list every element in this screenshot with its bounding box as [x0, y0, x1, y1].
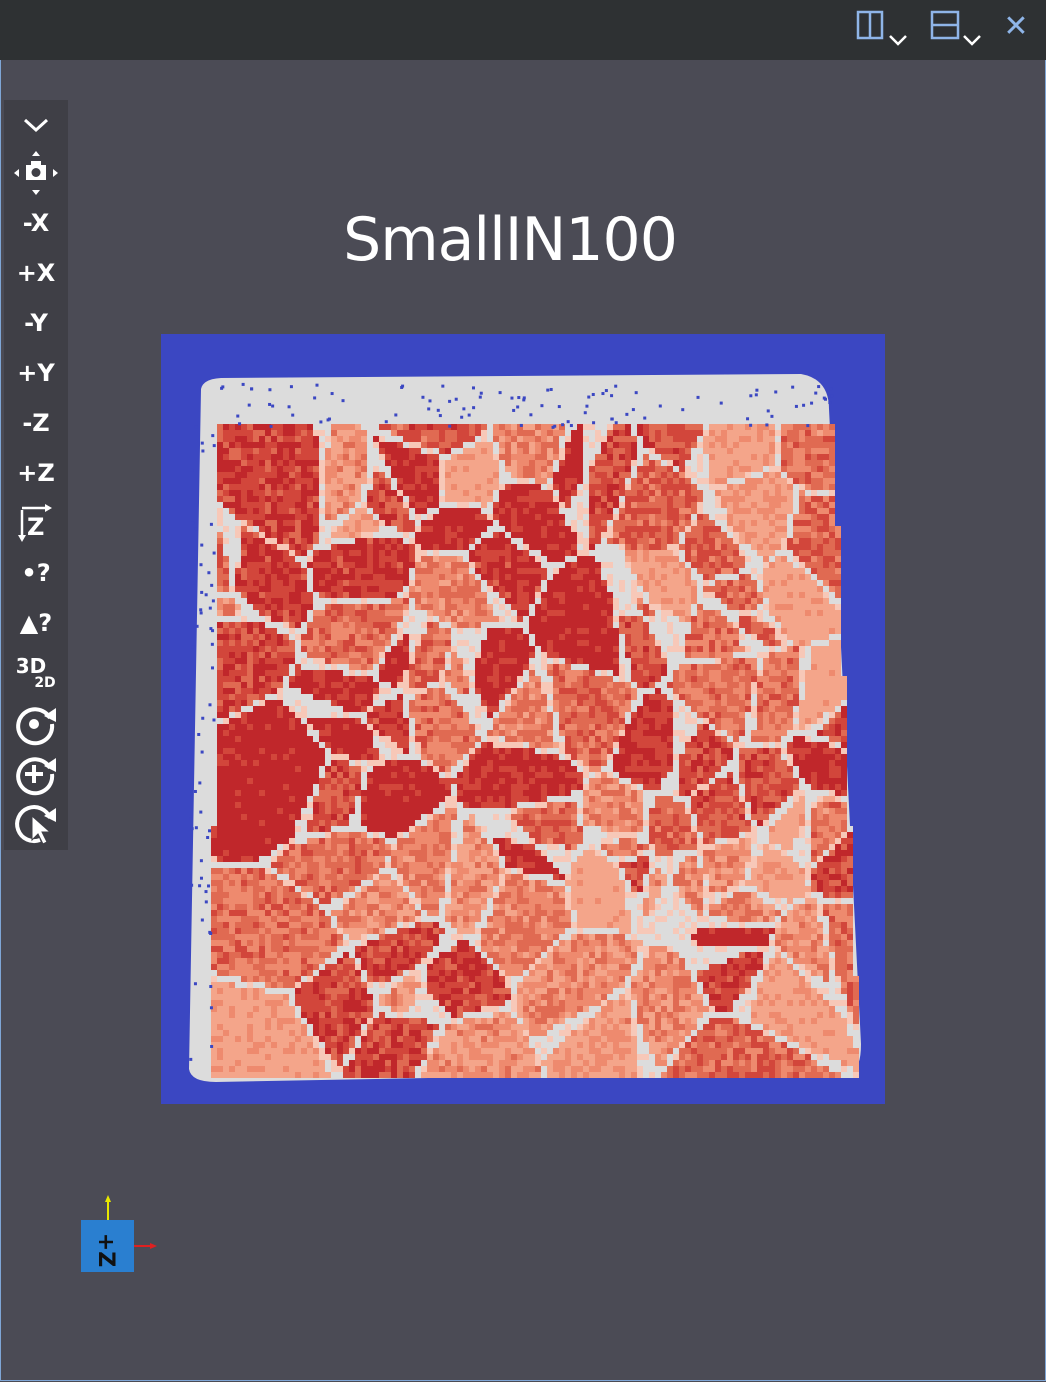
orientation-axes: +Z [76, 1192, 166, 1282]
camera-icon [14, 151, 58, 195]
close-icon: ✕ [1003, 9, 1029, 44]
svg-text:Z: Z [27, 513, 44, 541]
interactive-select-icon [15, 805, 56, 845]
reset-camera-button[interactable] [4, 700, 68, 746]
cell-info-icon: ▲? [19, 609, 53, 637]
cell-info-button[interactable]: ▲? [4, 600, 68, 646]
toggle-3d-2d-button[interactable]: 3D 2D [15, 654, 56, 691]
camera-toolbar: -X +X -Y +Y -Z +Z Z •? ▲? 3D 2D [4, 100, 68, 850]
render-viewport[interactable] [161, 334, 885, 1104]
reset-camera-icon [16, 707, 56, 746]
camera-adjust-button[interactable] [4, 150, 68, 196]
view-title: SmallIN100 [343, 205, 678, 275]
split-horizontal-icon [856, 10, 907, 46]
view-plus-x-button[interactable]: +X [16, 259, 56, 287]
view-plus-z-button[interactable]: +Z [17, 459, 55, 487]
microstructure-map [189, 374, 861, 1082]
z-axis-label: +Z [93, 1233, 118, 1267]
chevron-down-icon [23, 118, 49, 133]
view-minus-z-button[interactable]: -Z [22, 409, 50, 437]
view-title-bar: ✕ [0, 0, 1046, 60]
rotate-axis-icon: Z [18, 504, 52, 542]
toolbar-collapse-button[interactable] [4, 102, 68, 148]
close-view-button[interactable]: ✕ [996, 10, 1036, 44]
interactive-select-button[interactable] [4, 800, 68, 846]
point-info-button[interactable]: •? [4, 550, 68, 596]
view-minus-y-button[interactable]: -Y [24, 309, 48, 337]
view-plus-y-button[interactable]: +Y [17, 359, 55, 387]
z-axis-cube [81, 1220, 134, 1272]
zoom-to-data-icon [16, 757, 56, 796]
point-info-icon: •? [21, 559, 51, 587]
rotate-axis-button[interactable]: Z [4, 500, 68, 546]
split-vertical-icon [930, 10, 981, 46]
split-vertical-button[interactable] [930, 8, 990, 52]
view-minus-x-button[interactable]: -X [22, 209, 50, 237]
zoom-to-data-button[interactable] [4, 750, 68, 796]
split-horizontal-button[interactable] [856, 8, 916, 52]
